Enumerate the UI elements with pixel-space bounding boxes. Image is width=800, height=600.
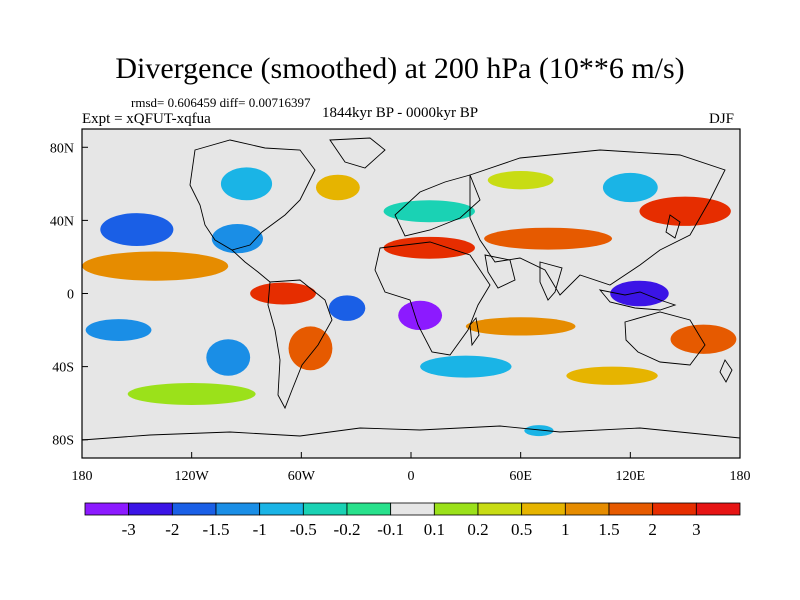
season-label: DJF [709, 111, 735, 127]
divergence-region [288, 326, 333, 371]
divergence-region [602, 172, 658, 203]
divergence-region [127, 383, 256, 405]
colorbar-label: -1.5 [203, 520, 230, 539]
x-tick-label: 60E [509, 469, 532, 484]
divergence-region [100, 213, 174, 246]
colorbar-swatch [302, 502, 348, 516]
colorbar-label: 1 [561, 520, 570, 539]
y-tick-label: 40S [52, 361, 74, 376]
divergence-region [398, 300, 443, 331]
divergence-region [487, 171, 554, 190]
colorbar-swatch [521, 502, 566, 516]
colorbar-swatch [215, 502, 261, 516]
divergence-field [82, 167, 737, 437]
divergence-region [566, 366, 658, 385]
divergence-region [220, 167, 273, 201]
colorbar-label: 3 [692, 520, 701, 539]
colorbar: -3 -2 -1.5 -1 -0.5 -0.2 -0.1 0.1 0.2 0.5 1 1.5 2 3 [84, 502, 741, 539]
divergence-region [610, 280, 669, 307]
colorbar-label: -2 [165, 520, 179, 539]
divergence-region [82, 251, 229, 281]
colorbar-label: 0.1 [424, 520, 445, 539]
x-axis: 180 120W 60W 0 60E 120E 180 [72, 452, 751, 484]
colorbar-swatch [128, 502, 173, 516]
colorbar-label: -3 [122, 520, 136, 539]
divergence-region [250, 282, 316, 305]
y-tick-label: 40N [50, 214, 74, 229]
colorbar-swatch [259, 502, 304, 516]
x-tick-label: 60W [288, 469, 316, 484]
x-tick-label: 180 [72, 469, 93, 484]
colorbar-swatch [608, 502, 654, 516]
y-tick-label: 80N [50, 141, 74, 156]
divergence-region [639, 196, 731, 226]
stats-subtitle: rmsd= 0.606459 diff= 0.00716397 [131, 95, 311, 110]
colorbar-label: -0.5 [290, 520, 317, 539]
colorbar-label: -0.2 [334, 520, 361, 539]
divergence-region [465, 317, 576, 336]
divergence-region [206, 339, 251, 376]
chart-title: Divergence (smoothed) at 200 hPa (10**6 … [115, 52, 685, 85]
divergence-region [420, 355, 512, 378]
divergence-region [484, 227, 613, 250]
x-tick-label: 120E [616, 469, 646, 484]
colorbar-label: -0.1 [377, 520, 404, 539]
period-label: 1844kyr BP - 0000kyr BP [322, 105, 479, 121]
colorbar-label: 0.2 [467, 520, 488, 539]
colorbar-swatch [84, 502, 130, 516]
divergence-region [85, 319, 152, 342]
divergence-region [670, 324, 737, 354]
colorbar-label: 1.5 [598, 520, 619, 539]
colorbar-swatch [695, 502, 741, 516]
colorbar-label: -1 [253, 520, 267, 539]
colorbar-label: 0.5 [511, 520, 532, 539]
colorbar-swatch [564, 502, 610, 516]
y-tick-label: 0 [67, 288, 74, 303]
divergence-region [383, 236, 475, 259]
experiment-label: Expt = xQFUT-xqfua [82, 111, 211, 127]
colorbar-swatch [171, 502, 217, 516]
colorbar-swatch [346, 502, 392, 516]
y-axis: 80N 40N 0 40S 80S [50, 141, 88, 449]
y-tick-label: 80S [52, 434, 74, 449]
colorbar-swatch [477, 502, 523, 516]
colorbar-swatch [652, 502, 697, 516]
divergence-region [315, 174, 360, 201]
colorbar-label: 2 [648, 520, 657, 539]
x-tick-label: 180 [730, 469, 751, 484]
coastlines [82, 137, 740, 441]
divergence-region [383, 200, 475, 223]
x-tick-label: 0 [408, 469, 415, 484]
divergence-region [524, 425, 554, 437]
x-tick-label: 120W [175, 469, 210, 484]
colorbar-swatch [390, 502, 435, 516]
colorbar-swatch [433, 502, 479, 516]
divergence-region [328, 295, 366, 321]
